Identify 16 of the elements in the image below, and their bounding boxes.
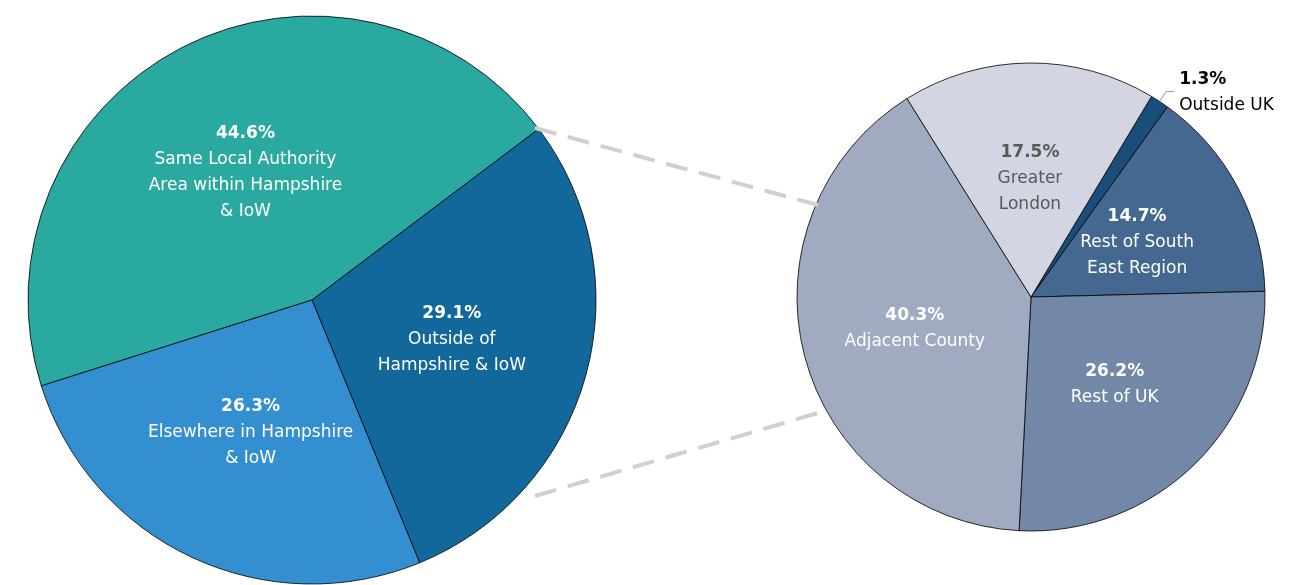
slice-label: Rest of UK xyxy=(1070,385,1160,406)
data-label: 40.3% xyxy=(885,304,945,325)
slice-label: Adjacent County xyxy=(844,330,986,351)
data-label: 26.3% xyxy=(221,395,281,416)
slice-label: Greater London xyxy=(997,167,1063,213)
data-label: 29.1% xyxy=(422,302,482,323)
data-label: 14.7% xyxy=(1107,204,1167,225)
slice-label: Rest of South East Region xyxy=(1080,230,1194,277)
data-label: 1.3% xyxy=(1179,68,1227,89)
slice-label: Outside of Hampshire & IoW xyxy=(377,328,527,375)
slice-label: Same Local Authority Area within Hampshire & IoW xyxy=(148,148,343,221)
slice-label: Elsewhere in Hampshire & IoW xyxy=(147,421,354,468)
slice-label: Outside UK xyxy=(1179,94,1275,115)
data-label: 44.6% xyxy=(215,122,275,143)
data-label: 17.5% xyxy=(1000,141,1060,161)
data-label: 26.2% xyxy=(1085,359,1145,380)
